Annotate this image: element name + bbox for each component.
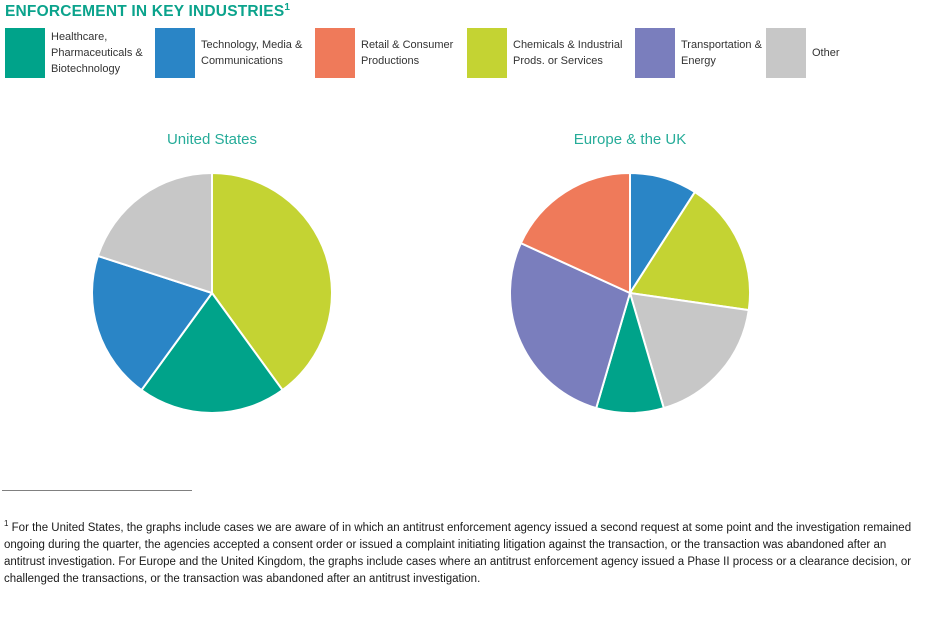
pie-chart-europe-uk xyxy=(509,172,752,415)
pie-slice xyxy=(211,172,333,392)
footnote-divider xyxy=(2,490,192,491)
legend-label: Other xyxy=(812,47,840,59)
pie-slice xyxy=(509,242,631,410)
legend-label: Healthcare, Pharmaceuticals & Biotechnol… xyxy=(51,31,143,75)
transportation-swatch-icon xyxy=(635,28,675,78)
footnote: 1 For the United States, the graphs incl… xyxy=(4,520,922,588)
page-title: ENFORCEMENT IN KEY INDUSTRIES1 xyxy=(5,1,291,21)
legend-label: Technology, Media & Communications xyxy=(201,39,303,67)
legend-item-other: Other xyxy=(766,28,840,78)
legend-label: Transportation & Energy xyxy=(681,39,762,67)
other-swatch-icon xyxy=(766,28,806,78)
pie-slice xyxy=(96,172,213,294)
legend-item-chemicals: Chemicals & Industrial Prods. or Service… xyxy=(467,28,622,78)
legend-item-healthcare: Healthcare, Pharmaceuticals & Biotechnol… xyxy=(5,28,143,78)
chart-title-europe-uk: Europe & the UK xyxy=(573,131,687,148)
legend-item-transportation: Transportation & Energy xyxy=(635,28,762,78)
page-title-footnote-marker: 1 xyxy=(284,1,291,13)
pie-slice xyxy=(629,191,752,312)
pie-slice xyxy=(519,172,631,294)
legend-item-retail: Retail & Consumer Productions xyxy=(315,28,453,78)
legend-item-technology: Technology, Media & Communications xyxy=(155,28,302,78)
legend-label: Retail & Consumer Productions xyxy=(361,39,454,67)
footnote-text: For the United States, the graphs includ… xyxy=(4,522,912,585)
technology-swatch-icon xyxy=(155,28,195,78)
legend-label: Chemicals & Industrial Prods. or Service… xyxy=(513,39,623,67)
pie-slice xyxy=(140,292,284,414)
retail-swatch-icon xyxy=(315,28,355,78)
chemicals-swatch-icon xyxy=(467,28,507,78)
page-title-text: ENFORCEMENT IN KEY INDUSTRIES xyxy=(5,3,285,20)
healthcare-swatch-icon xyxy=(5,28,45,78)
pie-slice xyxy=(629,292,750,410)
pie-slice xyxy=(91,254,213,392)
pie-chart-united-states xyxy=(91,172,333,414)
chart-title-united-states: United States xyxy=(166,131,258,148)
footnote-marker: 1 xyxy=(4,519,9,529)
